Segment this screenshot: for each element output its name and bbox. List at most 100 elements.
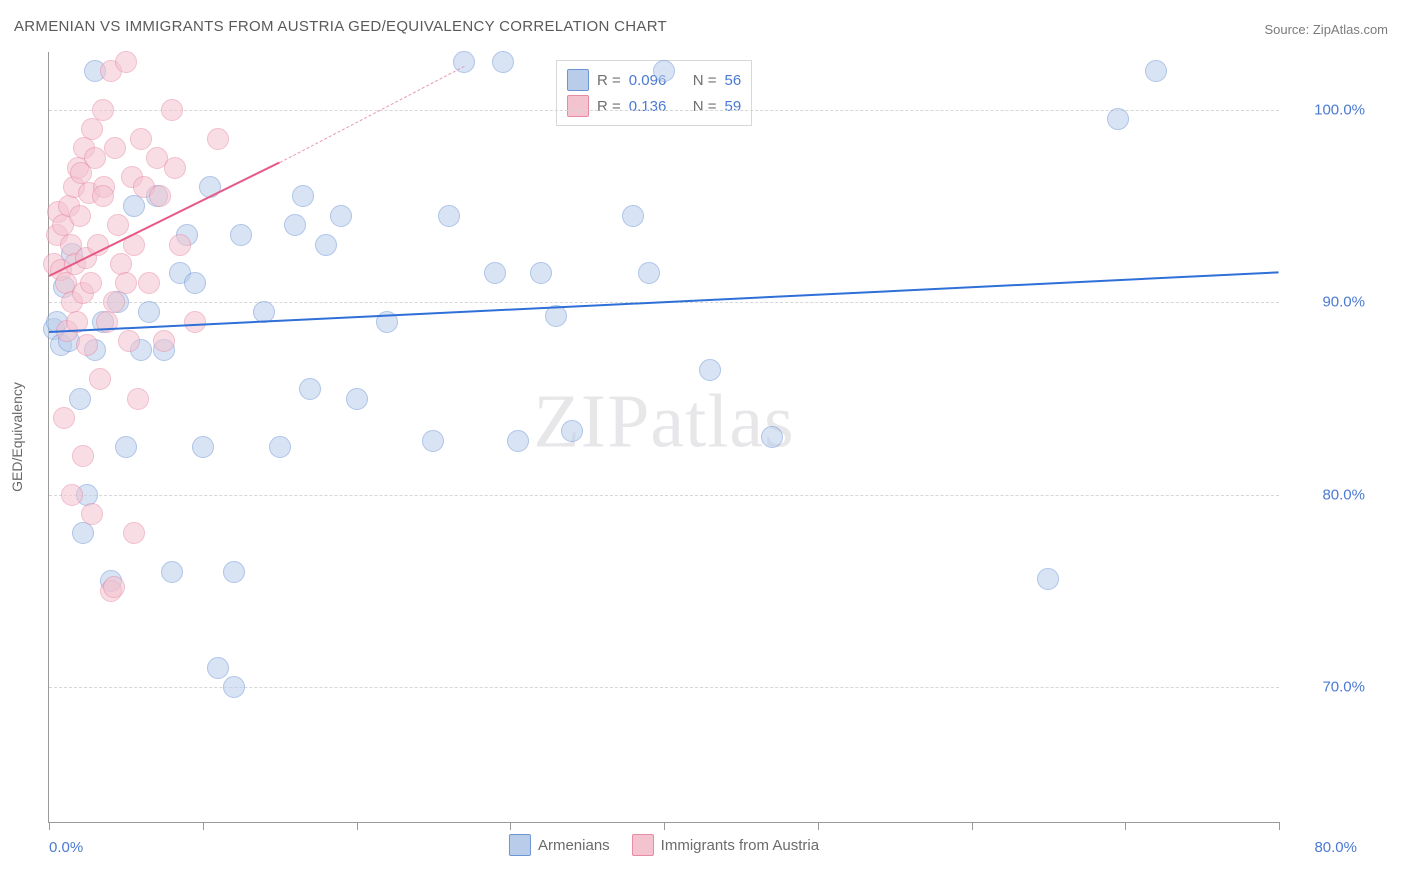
data-point [118,330,140,352]
data-point [123,195,145,217]
n-value: 56 [725,72,742,89]
data-point [184,311,206,333]
data-point [184,272,206,294]
legend-item: Immigrants from Austria [632,834,819,856]
data-point [104,137,126,159]
x-tick [1125,822,1126,830]
y-axis-label: GED/Equivalency [9,382,25,492]
x-tick [203,822,204,830]
gridline [49,110,1279,111]
data-point [53,407,75,429]
data-point [422,430,444,452]
x-tick [510,822,511,830]
data-point [149,185,171,207]
data-point [123,522,145,544]
y-tick-label: 70.0% [1305,679,1365,696]
data-point [207,128,229,150]
data-point [284,214,306,236]
x-tick [664,822,665,830]
n-label: N = [693,72,717,89]
legend-swatch [567,69,589,91]
data-point [1107,108,1129,130]
data-point [230,224,252,246]
data-point [699,359,721,381]
x-tick [357,822,358,830]
data-point [492,51,514,73]
data-point [161,99,183,121]
data-point [92,185,114,207]
data-point [138,272,160,294]
r-label: R = [597,98,621,115]
data-point [115,436,137,458]
y-tick-label: 100.0% [1305,101,1365,118]
data-point [223,676,245,698]
r-label: R = [597,72,621,89]
legend-swatch [509,834,531,856]
data-point [115,272,137,294]
data-point [80,272,102,294]
x-tick [1279,822,1280,830]
n-label: N = [693,98,717,115]
data-point [103,291,125,313]
legend-item: Armenians [509,834,610,856]
data-point [81,503,103,525]
x-tick-label: 80.0% [1314,839,1357,856]
x-tick [818,822,819,830]
data-point [484,262,506,284]
data-point [638,262,660,284]
data-point [89,368,111,390]
data-point [164,157,186,179]
data-point [72,522,94,544]
r-value: 0.136 [629,98,685,115]
data-point [315,234,337,256]
legend-swatch [567,95,589,117]
y-tick-label: 80.0% [1305,486,1365,503]
data-point [61,484,83,506]
data-point [127,388,149,410]
data-point [622,205,644,227]
data-point [192,436,214,458]
legend-swatch [632,834,654,856]
x-tick-label: 0.0% [49,839,83,856]
data-point [223,561,245,583]
chart-title: ARMENIAN VS IMMIGRANTS FROM AUSTRIA GED/… [14,18,667,35]
data-point [103,576,125,598]
plot-area: ZIPatlas GED/Equivalency R =0.096N =56R … [48,52,1279,823]
data-point [507,430,529,452]
data-point [130,128,152,150]
y-tick-label: 90.0% [1305,294,1365,311]
data-point [153,330,175,352]
data-point [161,561,183,583]
data-point [292,185,314,207]
data-point [138,301,160,323]
data-point [346,388,368,410]
data-point [530,262,552,284]
trend-line [279,66,464,163]
stats-row: R = 0.136 N = 59 [567,93,741,119]
x-tick [972,822,973,830]
data-point [1037,568,1059,590]
data-point [72,445,94,467]
data-point [269,436,291,458]
data-point [81,118,103,140]
data-point [207,657,229,679]
bottom-legend: Armenians Immigrants from Austria [509,834,819,856]
data-point [561,420,583,442]
data-point [92,99,114,121]
legend-label: Immigrants from Austria [661,837,819,854]
data-point [76,334,98,356]
n-value: 59 [725,98,742,115]
data-point [1145,60,1167,82]
data-point [438,205,460,227]
data-point [69,205,91,227]
source-label: Source: ZipAtlas.com [1264,22,1388,37]
x-tick [49,822,50,830]
data-point [299,378,321,400]
data-point [169,234,191,256]
data-point [69,388,91,410]
data-point [761,426,783,448]
legend-label: Armenians [538,837,610,854]
data-point [84,147,106,169]
gridline [49,495,1279,496]
data-point [653,60,675,82]
